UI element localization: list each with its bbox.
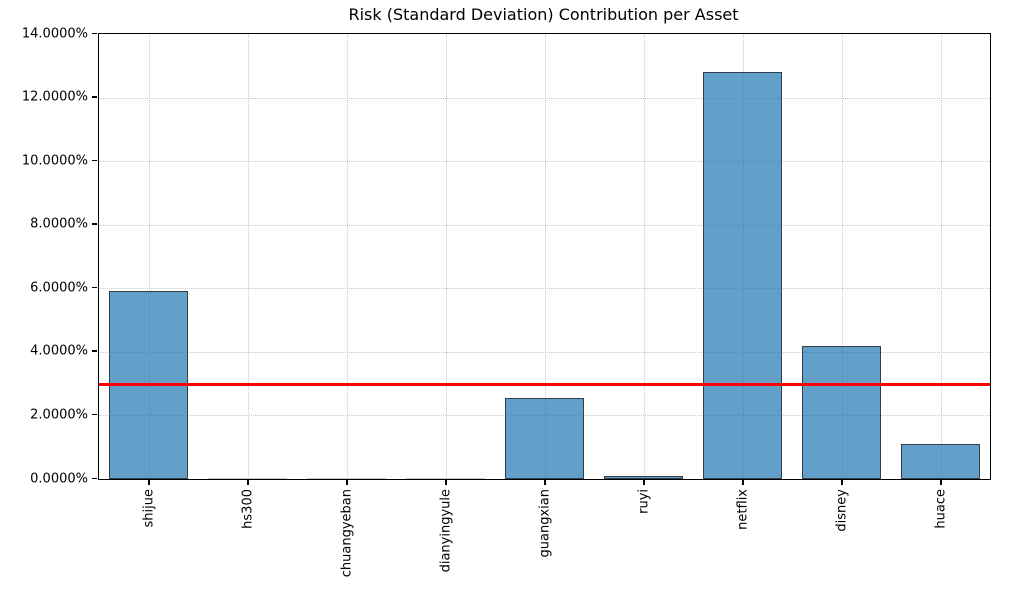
x-axis-tick-label: netflix (735, 489, 751, 530)
grid-line-vertical (346, 34, 348, 479)
bar-dianyingyule (405, 477, 486, 479)
bar-guangxian (504, 397, 585, 479)
x-axis-tick-label: guangxian (537, 489, 553, 558)
x-axis-tick-label: dianyingyule (438, 489, 454, 573)
average-risk-reference-line (99, 383, 990, 387)
grid-line-vertical (148, 34, 150, 479)
grid-line-vertical (940, 34, 942, 479)
chart-title: Risk (Standard Deviation) Contribution p… (348, 5, 739, 24)
x-axis-tick-mark (445, 479, 447, 485)
bar-netflix (702, 72, 783, 479)
bar-huace (900, 444, 981, 479)
grid-line-vertical (544, 34, 546, 479)
y-axis-tick-mark (91, 413, 97, 416)
x-axis-tick-label: ruyi (636, 489, 652, 514)
x-axis-tick-label: chuangyeban (339, 489, 355, 578)
y-axis-tick-label: 2.0000% (30, 407, 88, 423)
y-axis-tick-label: 12.0000% (21, 89, 88, 105)
x-axis-tick-mark (247, 479, 249, 485)
y-axis-tick-label: 0.0000% (30, 471, 88, 486)
x-axis-tick-mark (148, 479, 150, 485)
y-axis-tick-mark (91, 223, 97, 225)
y-axis-tick-label: 4.0000% (30, 343, 88, 359)
x-axis-tick-mark (841, 479, 843, 485)
grid-line-vertical (247, 34, 249, 479)
y-axis-tick-mark (91, 350, 97, 352)
x-axis-tick-mark (346, 479, 348, 485)
grid-line-vertical (445, 34, 447, 479)
x-axis-tick-mark (940, 479, 942, 485)
bar-hs300 (207, 477, 288, 479)
y-axis-tick-mark (91, 96, 97, 98)
y-axis-tick-label: 14.0000% (21, 26, 88, 41)
x-axis-tick-label: shijue (141, 489, 157, 528)
plot-area (98, 33, 991, 480)
x-axis-tick-mark (742, 479, 744, 485)
grid-line-vertical (643, 34, 645, 479)
y-axis-tick-mark (91, 286, 97, 289)
y-axis-tick-mark (91, 32, 97, 34)
x-axis-tick-label: huace (933, 489, 949, 529)
y-axis-tick-mark (91, 477, 97, 479)
y-axis-tick-mark (91, 159, 97, 162)
x-axis-tick-mark (544, 479, 546, 485)
x-axis-tick-mark (643, 479, 645, 485)
y-axis-tick-label: 10.0000% (21, 153, 88, 169)
y-axis-tick-label: 8.0000% (30, 216, 88, 232)
y-axis-tick-label: 6.0000% (30, 280, 88, 296)
x-axis-tick-label: hs300 (240, 489, 256, 529)
bar-disney (801, 345, 882, 479)
bar-chuangyeban (306, 477, 387, 479)
x-axis-tick-label: disney (834, 489, 850, 532)
bar-ruyi (603, 476, 684, 479)
grid-line-vertical (841, 34, 843, 479)
